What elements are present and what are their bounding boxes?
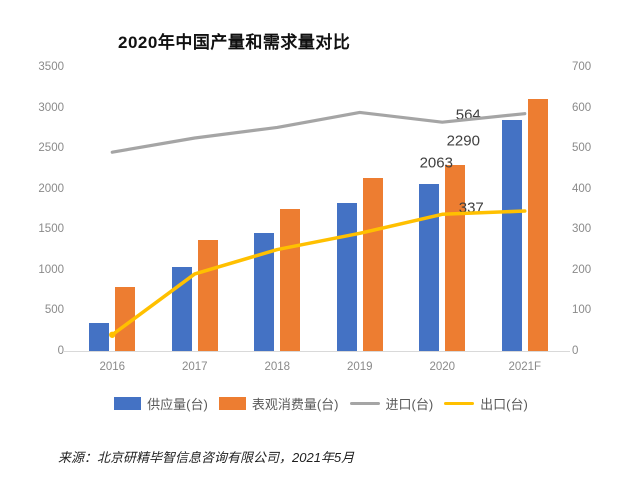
source-note: 来源：北京研精毕智信息咨询有限公司，2021年5月: [58, 450, 355, 465]
y-axis-left-tick: 0: [57, 345, 64, 357]
y-axis-right-tick: 400: [572, 182, 592, 195]
x-axis-label-2019: 2019: [346, 361, 373, 373]
legend-item-供应量(台): 供应量(台): [114, 394, 208, 413]
y-axis-left-tick: 1500: [38, 223, 64, 236]
bar-供应量(台)-2021F: [501, 119, 522, 351]
x-axis-label-2018: 2018: [264, 361, 291, 373]
y-axis-left-tick: 3000: [38, 101, 64, 114]
bar-表观消费量(台)-2020: [445, 165, 466, 351]
bar-表观消费量(台)-2021F: [527, 99, 548, 351]
bar-供应量(台)-2017: [171, 266, 192, 351]
bar-供应量(台)-2016: [89, 322, 110, 351]
legend-label: 进口(台): [385, 397, 434, 412]
legend-label: 供应量(台): [147, 397, 208, 412]
y-axis-right-tick: 500: [572, 142, 592, 155]
x-axis-label-2017: 2017: [181, 361, 208, 373]
data-label-337: 337: [458, 199, 484, 217]
legend-label: 出口(台): [480, 397, 528, 412]
bar-供应量(台)-2018: [254, 232, 275, 351]
bar-表观消费量(台)-2017: [197, 240, 218, 351]
data-label-564: 564: [455, 106, 481, 124]
y-axis-right-tick: 0: [572, 345, 579, 357]
bar-表观消费量(台)-2016: [115, 286, 136, 351]
y-axis-left-tick: 2000: [38, 182, 64, 195]
x-axis-label-2020: 2020: [429, 361, 456, 373]
legend-item-进口(台): 进口(台): [349, 394, 434, 413]
data-label-2063: 2063: [419, 154, 453, 172]
bar-供应量(台)-2019: [336, 203, 357, 351]
legend-line-imports-icon: [349, 401, 380, 406]
legend-swatch-supply-icon: [114, 397, 142, 410]
y-axis-right-tick: 300: [572, 223, 592, 236]
y-axis-right-tick: 600: [572, 101, 592, 114]
x-axis-line: [63, 351, 570, 352]
bar-供应量(台)-2020: [419, 183, 440, 351]
y-axis-right-tick: 700: [572, 61, 592, 73]
legend-item-表观消费量(台): 表观消费量(台): [218, 394, 339, 413]
y-axis-right-tick: 100: [572, 304, 592, 317]
y-axis-left-tick: 2500: [38, 142, 64, 155]
legend-label: 表观消费量(台): [251, 397, 339, 412]
chart-legend: 供应量(台) 表观消费量(台) 进口(台) 出口(台): [0, 394, 642, 413]
y-axis-left-tick: 500: [44, 304, 64, 317]
y-axis-right-tick: 200: [572, 263, 592, 276]
data-label-2290: 2290: [446, 132, 480, 150]
y-axis-left-tick: 1000: [38, 263, 64, 276]
chart-title: 2020年中国产量和需求量对比: [118, 33, 351, 52]
legend-swatch-consumption-icon: [218, 397, 246, 410]
bar-表观消费量(台)-2018: [280, 209, 301, 351]
legend-item-出口(台): 出口(台): [444, 394, 528, 413]
bar-表观消费量(台)-2019: [362, 178, 383, 351]
x-axis-label-2021F: 2021F: [508, 361, 542, 373]
legend-line-exports-icon: [444, 401, 475, 406]
x-axis-label-2016: 2016: [99, 361, 126, 373]
y-axis-left-tick: 3500: [38, 61, 64, 73]
